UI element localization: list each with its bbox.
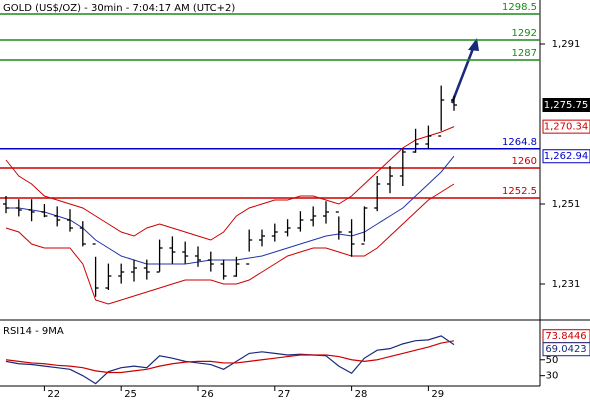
- price-bar: [284, 219, 291, 237]
- y-tick-label: 30: [546, 371, 559, 382]
- price-bar: [41, 204, 48, 218]
- price-label-box: [542, 98, 590, 112]
- price-bar: [412, 128, 419, 153]
- price-label: 1,275.75: [544, 100, 589, 111]
- x-tick-label: 27: [278, 389, 291, 400]
- y-tick-label: 50: [546, 355, 559, 366]
- price-bar: [425, 125, 432, 149]
- price-bar: [195, 246, 201, 267]
- y-tick-label: 1,291: [552, 39, 581, 50]
- last-value-label: 69.0423: [545, 344, 586, 355]
- price-bar: [361, 206, 368, 245]
- price-bar: [207, 251, 214, 272]
- arrow-head: [468, 38, 479, 51]
- price-bar: [54, 206, 61, 227]
- indicator-line: [5, 340, 455, 374]
- price-bar: [105, 263, 112, 290]
- price-bar: [335, 211, 342, 240]
- rsi-title: RSI14 - 9MA: [3, 326, 64, 337]
- price-bar: [438, 85, 445, 137]
- level-label: 1264.8: [502, 137, 537, 148]
- price-bar: [399, 148, 406, 186]
- last-value-box: [542, 342, 590, 357]
- price-bar: [323, 201, 329, 224]
- price-bar: [28, 199, 35, 222]
- price-bar: [374, 176, 381, 212]
- price-label-box: [542, 119, 590, 134]
- y-tick-label: 1,231: [552, 279, 581, 290]
- price-bar: [310, 206, 317, 227]
- x-tick-label: 25: [124, 389, 137, 400]
- chart-title: GOLD (US$/OZ) - 30min - 7:04:17 AM (UTC+…: [3, 3, 235, 14]
- indicator-line: [5, 335, 455, 385]
- price-bar: [118, 263, 125, 284]
- price-bar: [246, 229, 253, 265]
- level-label: 1252.5: [502, 186, 537, 197]
- x-tick-label: 26: [201, 389, 214, 400]
- price-bar: [259, 229, 265, 247]
- price-label: 1,262.94: [544, 151, 589, 162]
- price-bar: [451, 95, 457, 111]
- x-tick-label: 28: [355, 389, 368, 400]
- overlay-line: [5, 183, 455, 305]
- x-tick-label: 22: [47, 389, 60, 400]
- price-bar: [387, 166, 393, 194]
- price-label-box: [542, 149, 590, 164]
- level-label: 1298.5: [502, 2, 537, 13]
- price-bar: [79, 221, 86, 247]
- projection-arrow: [450, 38, 479, 104]
- price-bar: [131, 259, 137, 282]
- arrow-line: [450, 45, 476, 104]
- y-tick-label: 1,251: [552, 199, 581, 210]
- price-bar: [169, 236, 176, 264]
- level-label: 1292: [512, 28, 537, 39]
- price-label: 1,270.34: [544, 122, 589, 133]
- price-bar: [15, 199, 22, 217]
- level-label: 1260: [512, 156, 537, 167]
- overlay-line: [5, 126, 455, 241]
- price-bar: [92, 243, 99, 297]
- overlay-line: [6, 155, 455, 265]
- price-bar: [233, 256, 240, 277]
- price-bar: [220, 259, 227, 280]
- price-bar: [348, 219, 355, 257]
- price-bar: [67, 209, 73, 232]
- price-bar: [297, 211, 304, 232]
- price-bar: [182, 241, 189, 264]
- price-bar: [3, 196, 9, 214]
- price-bar: [271, 223, 278, 242]
- last-value-label: 73.8446: [545, 331, 586, 342]
- x-tick-label: 29: [431, 389, 444, 400]
- level-label: 1287: [512, 48, 537, 59]
- price-bar: [156, 239, 163, 273]
- price-bar: [143, 259, 150, 280]
